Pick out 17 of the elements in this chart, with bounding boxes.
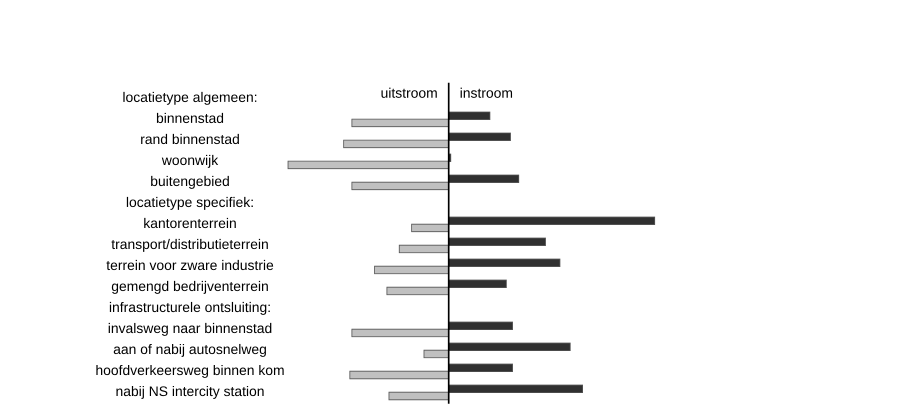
y-tick-label: invalsweg naar binnenstad <box>108 322 272 336</box>
series-label: uitstroom <box>381 88 437 98</box>
y-tick-label: woonwijk <box>162 154 218 168</box>
y-tick-label: binnenstad <box>156 112 224 124</box>
series-label: instroom <box>460 88 512 98</box>
y-tick-label: hoofdverkeersweg binnen kom <box>96 364 284 378</box>
y-tick-label: nabij NS intercity station <box>116 386 264 399</box>
y-tick-label: terrein voor zware industrie <box>106 260 274 270</box>
y-tick-label: buitengebied <box>151 176 229 189</box>
y-tick-label: rand binnenstad <box>141 134 239 144</box>
text: locatietype specifiek: <box>126 196 253 210</box>
y-tick-label: transport/distributieterrein <box>111 238 268 252</box>
y-tick-label: aan of nabij autosnelweg <box>114 344 266 357</box>
y-tick-label: gemengd bedrijventerrein <box>112 280 268 294</box>
text: locatietype algemeen: <box>123 92 256 105</box>
y-tick-label: kantorenterrein <box>144 218 236 228</box>
text: infrastructurele ontsluiting: <box>110 302 270 315</box>
